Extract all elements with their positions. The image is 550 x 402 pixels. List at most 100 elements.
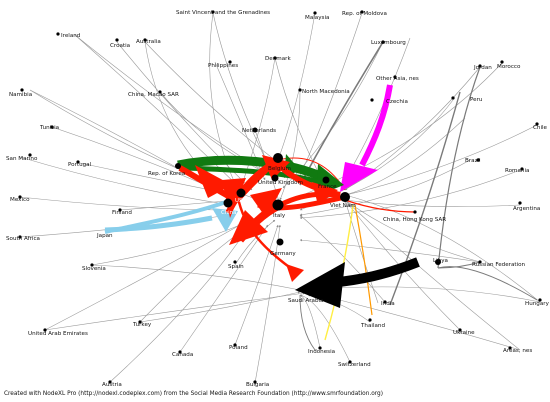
node[interactable] — [348, 360, 352, 364]
node[interactable] — [535, 122, 539, 126]
edge — [139, 291, 301, 323]
label-tunisia: Tunisia — [39, 125, 59, 131]
node-germany[interactable] — [276, 238, 284, 246]
label-san-marino: San Marino — [6, 156, 38, 162]
edge — [91, 264, 301, 291]
node[interactable] — [476, 158, 480, 162]
edge-otherasia-vietnam — [340, 84, 393, 192]
node[interactable] — [313, 11, 317, 15]
node-france[interactable] — [322, 176, 330, 184]
edge-japan-china — [104, 198, 238, 234]
edge — [44, 224, 241, 331]
node[interactable] — [298, 88, 302, 92]
node[interactable] — [233, 260, 237, 264]
edge-red-head — [262, 155, 290, 180]
node[interactable] — [178, 350, 182, 354]
node-viet-nam[interactable] — [340, 192, 350, 202]
node[interactable] — [138, 320, 142, 324]
node[interactable] — [520, 167, 524, 171]
edge — [344, 117, 466, 196]
edge — [437, 266, 538, 301]
node[interactable] — [318, 346, 322, 350]
node-usa[interactable] — [236, 188, 246, 198]
node[interactable] — [43, 328, 47, 332]
node[interactable] — [381, 40, 385, 44]
label-saudi-arabia: Saudi Arabia — [288, 298, 324, 304]
edge-libya-saudi — [295, 257, 420, 308]
label-romania: Romania — [505, 168, 529, 174]
label-china-macao: China, Macao SAR — [128, 92, 179, 98]
label-india: India — [381, 301, 395, 307]
label-other-asia: Other Asia, nes — [376, 76, 419, 82]
node[interactable] — [500, 60, 504, 64]
edge — [344, 199, 379, 304]
node[interactable] — [370, 98, 374, 102]
label-moldova: Rep. of Moldova — [342, 11, 387, 17]
node[interactable] — [50, 125, 54, 129]
edge — [297, 12, 363, 181]
label-mexico: Mexico — [10, 197, 30, 203]
node[interactable] — [76, 160, 80, 164]
node[interactable] — [211, 10, 215, 14]
node-belgium[interactable] — [273, 153, 283, 163]
edge — [279, 89, 301, 201]
edge-red-thin — [344, 199, 416, 213]
label-austria: Austria — [102, 382, 122, 388]
edge — [179, 224, 269, 353]
node[interactable] — [118, 208, 122, 212]
node[interactable] — [508, 346, 512, 350]
node[interactable] — [538, 298, 542, 302]
node[interactable] — [20, 88, 24, 92]
node-libya[interactable] — [435, 259, 441, 265]
node[interactable] — [90, 263, 94, 267]
node[interactable] — [273, 56, 277, 60]
node-korea[interactable] — [175, 163, 181, 169]
node[interactable] — [28, 153, 32, 157]
label-argentina: Argentina — [513, 206, 540, 212]
label-hungary: Hungary — [525, 301, 550, 307]
label-portugal: Portugal — [68, 162, 92, 168]
edge — [144, 41, 276, 161]
node[interactable] — [108, 380, 112, 384]
label-hong-kong: China, Hong Kong SAR — [383, 217, 446, 223]
node[interactable] — [18, 235, 22, 239]
node[interactable] — [451, 96, 455, 100]
node[interactable] — [413, 210, 417, 214]
label-canada: Canada — [172, 352, 193, 358]
node[interactable] — [393, 75, 397, 79]
node[interactable] — [115, 38, 119, 42]
node-netherlands[interactable] — [252, 127, 258, 133]
node[interactable] — [518, 201, 522, 205]
edge — [299, 41, 384, 186]
node[interactable] — [18, 195, 22, 199]
node[interactable] — [228, 60, 232, 64]
edge — [299, 294, 316, 351]
node[interactable] — [458, 328, 462, 332]
node[interactable] — [56, 32, 60, 36]
node[interactable] — [158, 90, 162, 94]
edge-red-head — [222, 178, 246, 218]
node[interactable] — [143, 38, 147, 42]
node[interactable] — [478, 64, 482, 68]
edge — [389, 91, 461, 306]
label-saint-vincent: Saint Vincent and the Grenadines — [176, 10, 270, 16]
label-namibia: Namibia — [9, 92, 32, 98]
edge — [19, 196, 233, 212]
node[interactable] — [233, 343, 237, 347]
edge — [234, 219, 276, 266]
node[interactable] — [360, 10, 364, 14]
node[interactable] — [253, 380, 257, 384]
label-south-africa: South Africa — [6, 236, 40, 242]
edge-red-head — [195, 165, 232, 198]
node[interactable] — [368, 318, 372, 322]
node[interactable] — [383, 300, 387, 304]
label-indonesia: Indonesia — [308, 349, 335, 355]
edge-red-group — [178, 155, 346, 282]
node-layer — [18, 10, 542, 384]
node-china[interactable] — [223, 198, 233, 208]
node[interactable] — [478, 260, 482, 264]
label-philippines: Philippines — [208, 63, 238, 69]
node-saudi-arabia[interactable] — [303, 286, 311, 294]
node-uk[interactable] — [271, 174, 279, 182]
node-italy[interactable] — [272, 199, 284, 211]
